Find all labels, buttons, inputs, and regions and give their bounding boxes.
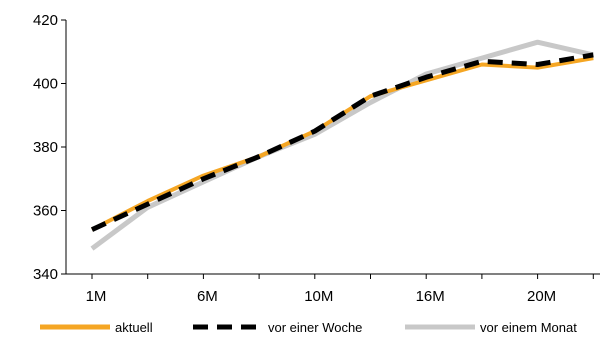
y-tick-label: 340 — [33, 266, 58, 283]
legend-label: vor einem Monat — [480, 320, 577, 335]
y-tick-label: 380 — [33, 139, 58, 156]
chart-axes — [65, 20, 600, 275]
x-tick-label: 1M — [86, 288, 107, 305]
series-lines — [90, 39, 594, 251]
series-line-vor-einer-woche — [90, 52, 594, 232]
legend-label: aktuell — [115, 320, 153, 335]
y-tick-label: 400 — [33, 76, 58, 93]
y-axis-ticks: 340 360 380 400 420 — [33, 12, 66, 283]
x-tick-label: 16M — [416, 288, 445, 305]
y-tick-label: 420 — [33, 12, 58, 29]
x-tick-label: 20M — [527, 288, 556, 305]
legend-label: vor einer Woche — [268, 320, 362, 335]
legend: aktuell vor einer Woche vor einem Monat — [40, 320, 577, 335]
y-tick-label: 360 — [33, 203, 58, 220]
x-axis-ticks: 1M 6M 10M 16M 20M — [86, 274, 594, 305]
series-line-aktuell — [91, 56, 594, 232]
x-tick-label: 6M — [197, 288, 218, 305]
x-tick-label: 10M — [304, 288, 333, 305]
series-line-vor-einem-monat — [90, 39, 594, 251]
